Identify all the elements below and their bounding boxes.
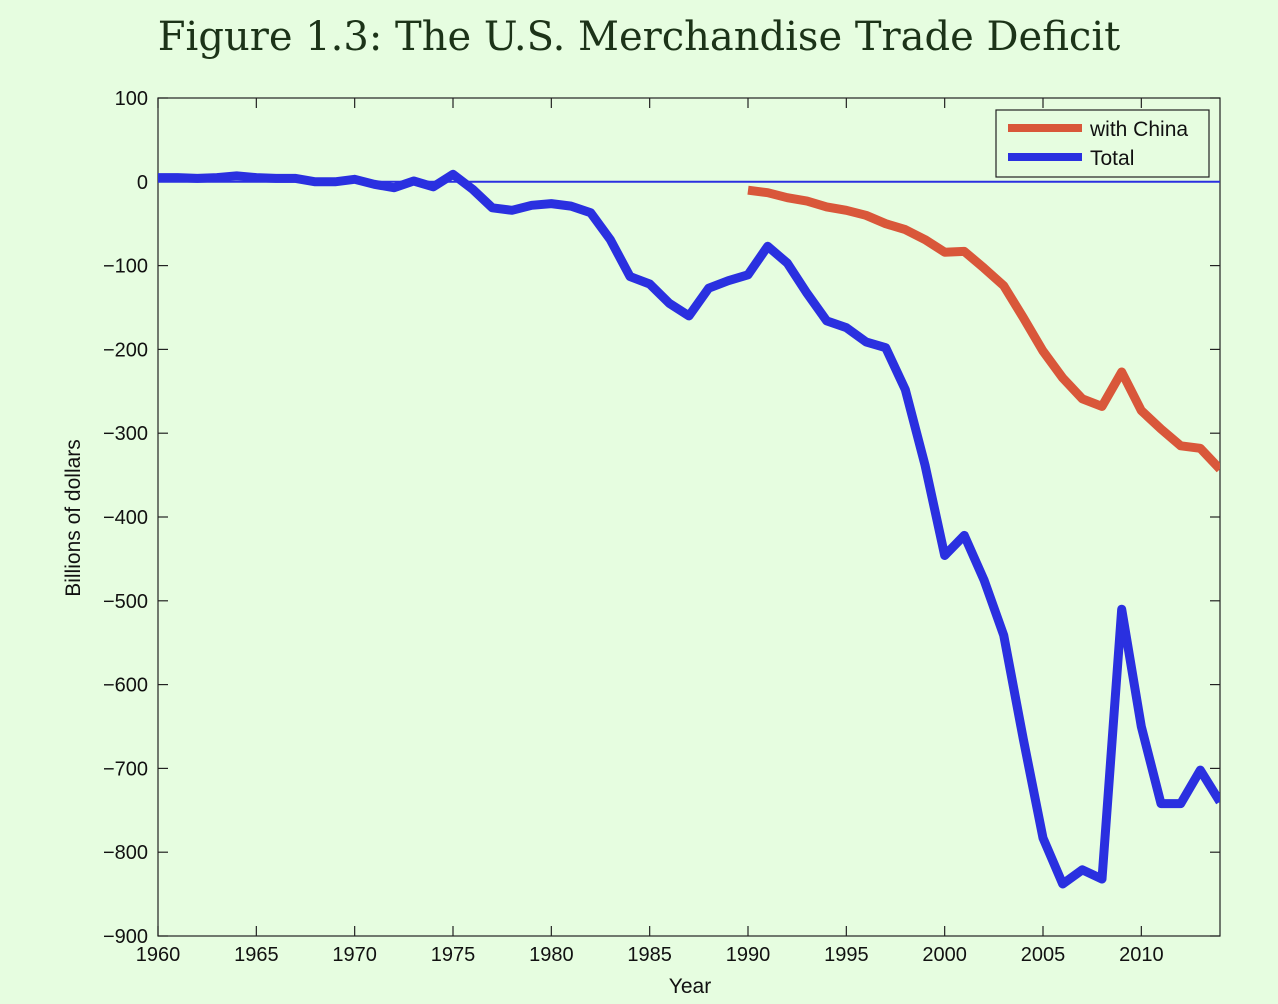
y-tick-label: −500 (103, 591, 148, 613)
series-line-total (158, 169, 1220, 889)
plot-frame (157, 97, 1221, 937)
legend-label-with-china: with China (1089, 118, 1188, 141)
y-tick-label: −100 (103, 256, 148, 278)
legend-label-total: Total (1090, 147, 1134, 170)
y-tick-label: −200 (103, 339, 148, 361)
x-tick-label: 1980 (529, 944, 574, 966)
y-tick-label: 0 (137, 172, 148, 194)
x-tick-label: 1965 (234, 944, 279, 966)
legend: with China Total (995, 109, 1210, 178)
x-tick-label: 1960 (136, 944, 181, 966)
y-tick-label: −600 (103, 675, 148, 697)
y-tick-label: 100 (115, 88, 148, 110)
y-tick-label: −300 (103, 423, 148, 445)
x-tick-label: 1985 (627, 944, 672, 966)
x-tick-label: 2010 (1119, 944, 1164, 966)
x-tick-label: 1990 (726, 944, 771, 966)
x-tick-label: 1970 (332, 944, 377, 966)
x-tick-label: 2005 (1021, 944, 1066, 966)
x-axis: 1960 1965 1970 1975 1980 1985 1990 1995 2000 2005… (136, 98, 1164, 966)
chart-title: Figure 1.3: The U.S. Merchandise Trade D… (158, 14, 1120, 60)
y-tick-label: −900 (103, 926, 148, 948)
plot-area (157, 97, 1221, 937)
legend-box (995, 109, 1210, 178)
y-tick-label: −700 (103, 758, 148, 780)
y-tick-label: −800 (103, 842, 148, 864)
series-line-with-china (747, 185, 1220, 473)
x-axis-label: Year (669, 975, 711, 998)
x-tick-label: 1975 (431, 944, 476, 966)
x-tick-label: 1995 (824, 944, 869, 966)
y-axis: 100 0 −100 −200 −300 −400 −500 −600 −700 −800 −900 (103, 88, 1220, 948)
y-tick-label: −400 (103, 507, 148, 529)
x-tick-label: 2000 (922, 944, 967, 966)
series-layer (158, 169, 1220, 889)
y-axis-label: Billions of dollars (62, 439, 85, 597)
